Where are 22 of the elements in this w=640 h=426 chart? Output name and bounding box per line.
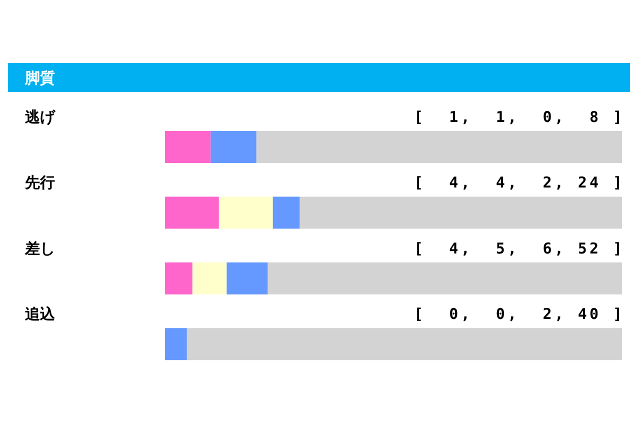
y-tick-label: 差し <box>24 239 55 258</box>
bar <box>186 328 622 360</box>
bar <box>165 196 219 229</box>
bar <box>256 131 622 163</box>
bar <box>226 262 268 294</box>
y-tick-label: 追込 <box>24 305 56 324</box>
y-tick-label: 逃げ <box>24 108 56 126</box>
bar <box>165 328 187 360</box>
annotation: [ 4, 4, 2, 24 ] <box>414 174 622 192</box>
bar <box>218 196 273 229</box>
y-tick-label: 先行 <box>24 174 55 192</box>
annotation: [ 1, 1, 0, 8 ] <box>414 108 622 126</box>
annotation: [ 0, 0, 2, 40 ] <box>414 305 622 324</box>
bar <box>165 131 211 163</box>
text: 脚質 <box>24 69 55 87</box>
annotation: [ 4, 5, 6, 52 ] <box>414 239 622 258</box>
bar <box>272 196 300 229</box>
bar <box>192 262 227 294</box>
bar <box>165 262 192 294</box>
bar <box>268 262 622 294</box>
bar <box>300 196 622 229</box>
bar <box>210 131 256 163</box>
